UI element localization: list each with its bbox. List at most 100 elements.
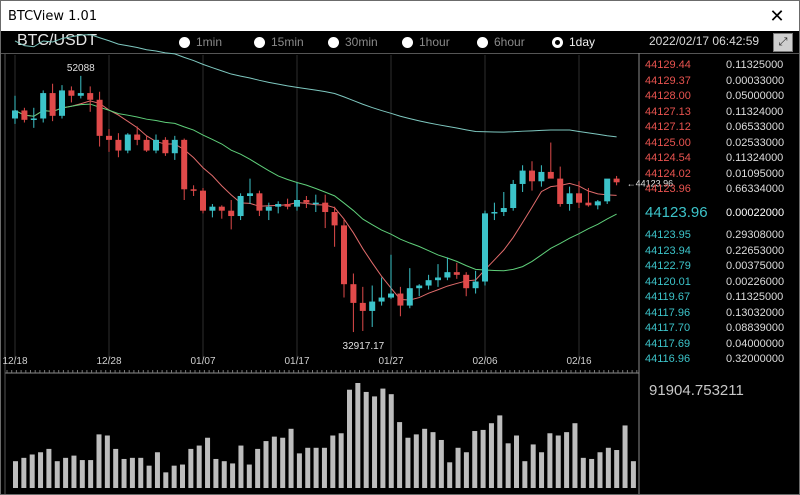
- volume-bar: [188, 448, 194, 488]
- volume-bar: [88, 460, 94, 488]
- bid-price: 44123.94: [645, 244, 691, 257]
- ask-price: 44129.37: [645, 74, 691, 87]
- bid-price: 44120.01: [645, 275, 691, 288]
- candle-body: [397, 293, 404, 306]
- candle-body: [190, 189, 197, 191]
- candle-body: [284, 204, 291, 207]
- volume-bar: [238, 445, 244, 488]
- candle-body: [106, 135, 112, 140]
- close-button[interactable]: ✕: [755, 1, 799, 31]
- volume-bar: [138, 457, 144, 488]
- interval-radio-1min[interactable]: 1min: [179, 34, 222, 50]
- volume-bar: [180, 464, 185, 488]
- candle-body: [510, 183, 517, 209]
- candle-body: [613, 178, 620, 183]
- candle-body: [12, 110, 18, 119]
- ma-mid-line: [14, 103, 617, 272]
- bid-price: 44119.67: [645, 291, 691, 303]
- candle-body: [134, 134, 141, 140]
- bid-quantity: 0.08839000: [726, 322, 785, 334]
- x-tick-label: 12/28: [96, 356, 121, 367]
- volume-bar: [605, 447, 611, 488]
- volume-bar: [405, 437, 411, 488]
- radio-icon: [254, 36, 265, 48]
- candle-body: [585, 202, 592, 206]
- ask-quantity: 0.01095000: [726, 167, 785, 180]
- volume-bar: [463, 452, 469, 488]
- candle-body: [416, 285, 423, 289]
- interval-radio-15min[interactable]: 15min: [254, 34, 304, 50]
- volume-bar: [96, 434, 102, 488]
- candle-body: [209, 206, 216, 211]
- candle-body: [40, 93, 47, 119]
- interval-radio-1hour[interactable]: 1hour: [402, 34, 450, 50]
- volume-bar: [46, 448, 52, 488]
- bid-price: 44117.69: [645, 337, 691, 350]
- low-annotation: 32917.17: [343, 341, 385, 352]
- close-icon: ✕: [769, 5, 785, 26]
- volume-bar: [154, 452, 160, 488]
- bid-quantity: 0.04000000: [726, 337, 785, 350]
- volume-bar: [221, 461, 227, 488]
- interval-radio-1day[interactable]: 1day: [552, 34, 595, 50]
- volume-bar: [589, 458, 595, 488]
- candle-body: [181, 139, 188, 190]
- bid-price: 44123.95: [645, 229, 691, 241]
- candle-body: [378, 297, 385, 302]
- volume-bar: [530, 444, 536, 488]
- volume-bar: [422, 428, 428, 488]
- volume-bar: [263, 441, 269, 488]
- volume-bar: [372, 396, 378, 488]
- candle-body: [359, 302, 366, 311]
- candle-body: [576, 193, 582, 203]
- volume-bar: [447, 462, 453, 488]
- x-tick-label: 01/27: [378, 356, 403, 367]
- candle-body: [30, 118, 37, 120]
- candle-body: [228, 210, 235, 217]
- candle-body: [519, 170, 526, 184]
- candle-body: [350, 284, 357, 303]
- ask-quantity: 0.02533000: [726, 136, 785, 149]
- candle-body: [594, 201, 601, 206]
- candle-body: [247, 193, 253, 196]
- volume-bar: [313, 447, 319, 488]
- interval-radio-6hour[interactable]: 6hour: [477, 34, 525, 50]
- candle-body: [425, 280, 432, 286]
- candle-body: [463, 274, 470, 289]
- radio-icon: [477, 36, 488, 48]
- last-price: 44123.96: [645, 204, 708, 221]
- toolbar: BTC/USDT 1min 15min 30min 1hour 6hour 1d…: [1, 31, 799, 54]
- candle-body: [557, 178, 564, 205]
- volume-bar: [280, 437, 286, 488]
- candle-body: [77, 93, 84, 96]
- volume-bar: [363, 391, 369, 488]
- radio-icon: [328, 36, 339, 48]
- candle-body: [566, 193, 573, 205]
- volume-bar: [305, 447, 311, 488]
- volume-bar: [246, 464, 252, 488]
- x-tick-label: 12/18: [2, 356, 27, 367]
- radio-icon: [179, 36, 190, 48]
- interval-radio-30min[interactable]: 30min: [328, 34, 378, 50]
- candle-body: [200, 190, 206, 211]
- expand-button[interactable]: ⤢: [773, 33, 793, 52]
- volume-bar: [146, 465, 152, 488]
- candle-body: [453, 272, 460, 275]
- volume-bar: [71, 455, 77, 488]
- datetime-label: 2022/02/17 06:42:59: [649, 34, 760, 48]
- radio-icon: [402, 36, 413, 48]
- candle-body: [153, 139, 159, 151]
- volume-bar: [622, 425, 628, 488]
- volume-bar: [129, 457, 135, 488]
- candle-body: [500, 208, 507, 213]
- volume-bar: [555, 435, 561, 488]
- bid-price: 44122.79: [645, 260, 691, 272]
- bid-price: 44117.70: [645, 322, 691, 334]
- volume-bar: [330, 435, 336, 488]
- volume-bar: [488, 423, 494, 488]
- volume-bar: [355, 383, 361, 488]
- ask-price: 44123.96: [645, 183, 691, 195]
- interval-label: 1hour: [419, 35, 450, 49]
- candle-body: [68, 90, 75, 96]
